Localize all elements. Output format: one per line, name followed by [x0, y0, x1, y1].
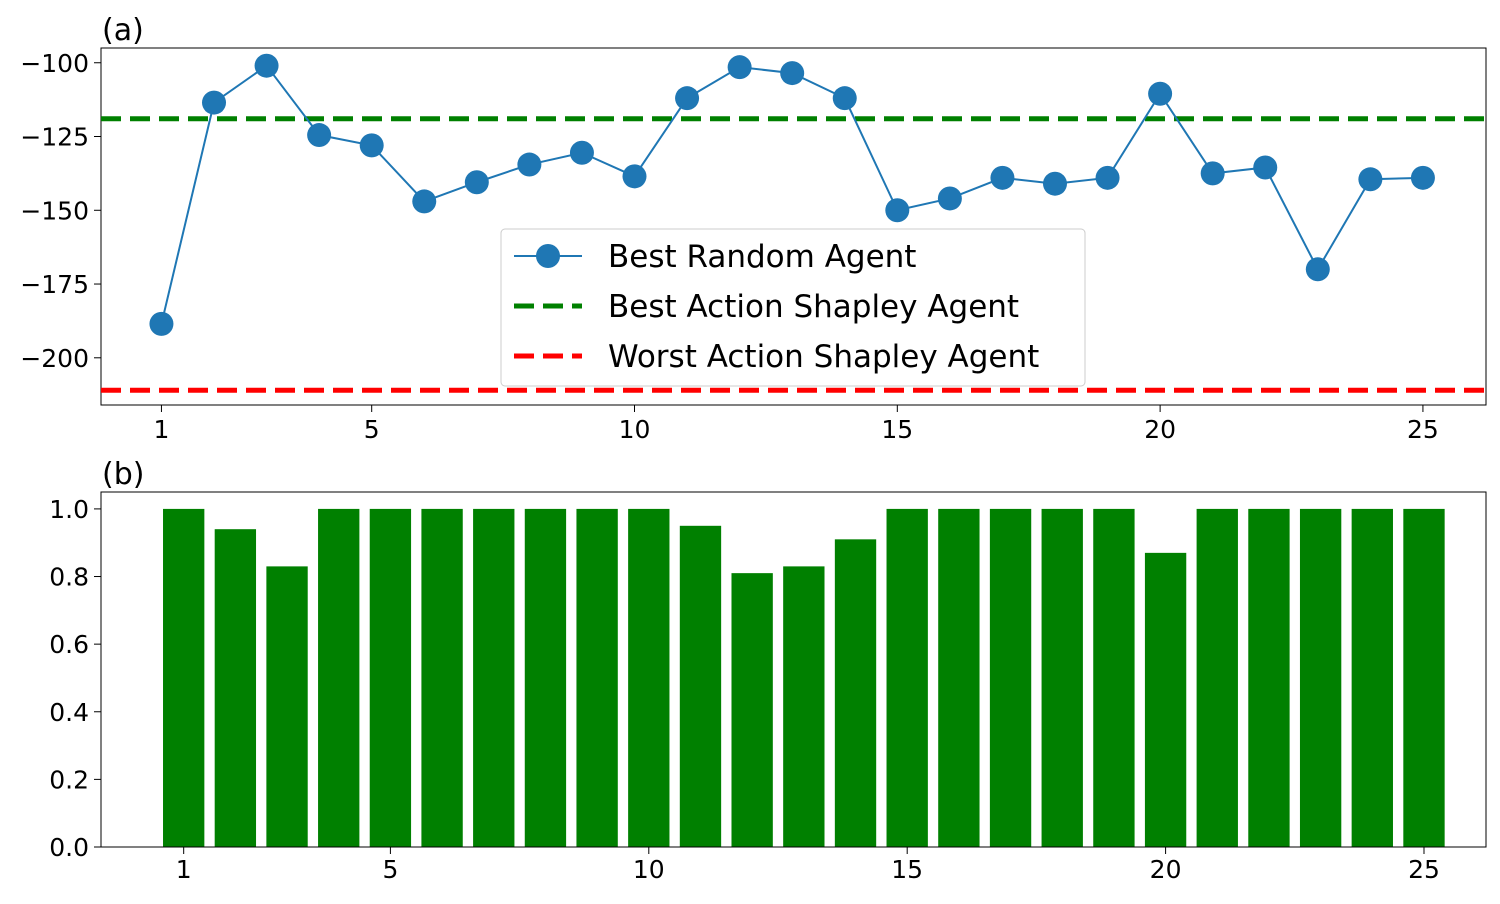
y-tick-label-b: 0.4 [49, 698, 89, 727]
y-tick-label-b: 0.2 [49, 765, 89, 794]
y-tick-label-a: −200 [20, 344, 89, 373]
data-point [727, 55, 752, 80]
data-point [885, 198, 910, 223]
panel-b-frame [100, 491, 1487, 848]
data-point [990, 165, 1015, 190]
y-tick-label-a: −125 [20, 123, 89, 152]
data-point [1200, 161, 1225, 186]
data-point [1358, 167, 1383, 192]
data-point [622, 164, 647, 189]
x-tick-label-b: 10 [633, 855, 665, 884]
panel-b-label: (b) [102, 457, 144, 492]
x-tick-label-b: 15 [891, 855, 923, 884]
bar [1299, 508, 1342, 847]
bar [369, 508, 412, 847]
bar [1041, 508, 1083, 847]
bar [628, 508, 670, 847]
y-tick-label-b: 0.0 [49, 833, 89, 862]
bar [1248, 508, 1290, 847]
x-tick-label-a: 5 [364, 415, 380, 444]
data-point [1148, 81, 1173, 106]
x-tick-label-b: 25 [1408, 855, 1440, 884]
x-tick-label-b: 1 [176, 855, 192, 884]
x-tick-label-a: 20 [1144, 415, 1176, 444]
bar [731, 573, 773, 847]
bar [1351, 508, 1393, 847]
y-tick-label-a: −175 [20, 270, 89, 299]
y-tick-label-a: −100 [20, 49, 89, 78]
data-point [149, 311, 174, 336]
data-point [307, 123, 332, 148]
bar [989, 508, 1032, 847]
legend-entry-label: Best Random Agent [608, 239, 916, 275]
data-point [1095, 165, 1120, 190]
data-point [359, 133, 384, 158]
data-point [412, 189, 437, 214]
bar [318, 508, 360, 847]
data-point [254, 53, 279, 78]
data-point [1042, 171, 1067, 196]
x-tick-label-a: 15 [881, 415, 913, 444]
data-point [1305, 257, 1330, 282]
bar [1196, 508, 1238, 847]
data-point [937, 186, 962, 211]
bar [473, 508, 515, 847]
x-tick-label-b: 20 [1150, 855, 1182, 884]
y-tick-label-b: 0.6 [49, 630, 89, 659]
x-tick-label-a: 10 [619, 415, 651, 444]
data-point [832, 86, 857, 111]
y-tick-label-b: 0.8 [49, 563, 89, 592]
x-tick-label-a: 1 [153, 415, 169, 444]
legend-entry-label: Best Action Shapley Agent [608, 289, 1019, 325]
y-tick-label-a: −150 [20, 196, 89, 225]
bar [421, 508, 463, 847]
data-point [202, 90, 227, 115]
data-point [464, 170, 489, 195]
data-point [1253, 155, 1278, 180]
data-point [569, 140, 594, 165]
bar [679, 525, 722, 847]
data-point [1410, 165, 1435, 190]
bar [163, 508, 205, 847]
data-point [517, 152, 542, 177]
y-tick-label-b: 1.0 [49, 495, 89, 524]
x-tick-label-b: 5 [382, 855, 398, 884]
data-point [675, 86, 700, 111]
data-point [780, 61, 805, 86]
bar [938, 508, 980, 847]
bar [783, 566, 825, 847]
bar [1144, 552, 1187, 847]
bar [1093, 508, 1135, 847]
panel-a-label: (a) [102, 13, 144, 48]
x-tick-label-a: 25 [1407, 415, 1439, 444]
bar [214, 529, 257, 847]
bar [576, 508, 618, 847]
legend-box [500, 228, 1086, 387]
bar [834, 539, 877, 847]
panel-a-frame [100, 47, 1487, 406]
bar [1403, 508, 1445, 847]
legend-marker-swatch [536, 244, 560, 268]
panel-b: (b)0.00.20.40.60.81.01 5 10 15 20 25 [49, 457, 1487, 884]
bar [524, 508, 567, 847]
legend-entry-label: Worst Action Shapley Agent [608, 339, 1039, 375]
bar [886, 508, 928, 847]
bar [266, 566, 308, 847]
legend: Best Random Agent Best Action Shapley Age… [500, 228, 1086, 387]
